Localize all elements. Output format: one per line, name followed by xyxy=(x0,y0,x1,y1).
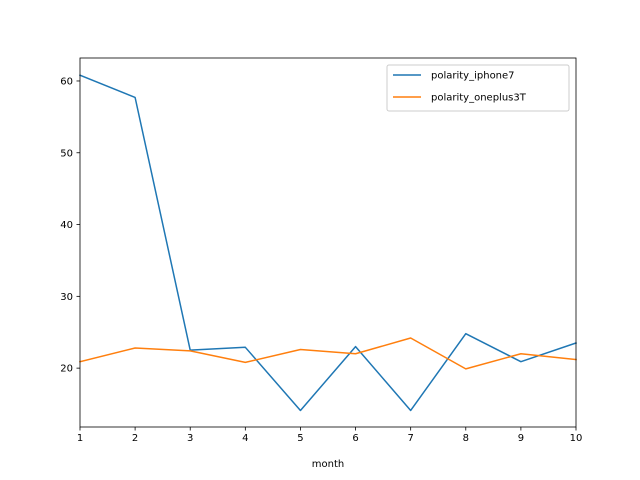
plot-frame xyxy=(79,57,577,428)
x-tick-label: 9 xyxy=(518,433,524,444)
x-tick-label: 6 xyxy=(352,433,358,444)
legend-label: polarity_iphone7 xyxy=(431,71,515,82)
series-layer xyxy=(79,74,577,412)
y-axis: 20 30 40 50 60 xyxy=(60,76,80,375)
legend-box xyxy=(386,64,570,112)
axes-layer xyxy=(79,57,577,428)
series-line-polarity_iphone7 xyxy=(79,74,577,412)
legend: polarity_iphone7 polarity_oneplus3T xyxy=(386,64,570,112)
series-line-polarity_oneplus3T xyxy=(79,337,577,370)
y-tick-label: 40 xyxy=(60,220,73,231)
x-axis-title: month xyxy=(312,459,344,470)
y-tick-label: 60 xyxy=(60,76,73,87)
x-tick-label: 10 xyxy=(570,433,583,444)
x-tick-label: 8 xyxy=(463,433,469,444)
y-tick-label: 20 xyxy=(60,364,73,375)
x-tick-label: 7 xyxy=(407,433,413,444)
x-tick-label: 4 xyxy=(242,433,248,444)
y-tick-label: 50 xyxy=(60,148,73,159)
x-tick-label: 2 xyxy=(132,433,138,444)
legend-label: polarity_oneplus3T xyxy=(431,93,527,104)
x-tick-label: 5 xyxy=(297,433,303,444)
x-tick-label: 3 xyxy=(187,433,193,444)
x-axis: 1 2 3 4 5 6 7 8 9 10 xyxy=(77,427,583,444)
x-tick-label: 1 xyxy=(77,433,83,444)
plot-area xyxy=(80,58,576,427)
y-tick-label: 30 xyxy=(60,292,73,303)
